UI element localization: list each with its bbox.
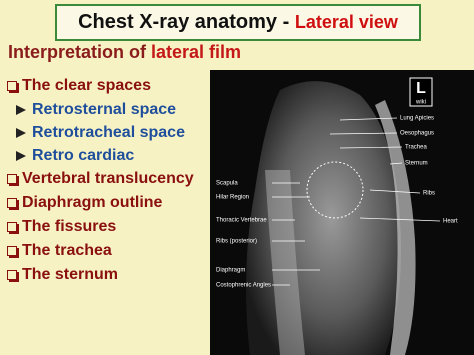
- right-label: Trachea: [405, 145, 427, 151]
- subtitle: Interpretation of lateral film: [8, 42, 241, 63]
- bullet-list: The clear spaces Retrosternal space Retrot…: [6, 75, 204, 288]
- subtitle-highlight: lateral film: [151, 42, 242, 62]
- left-label: Costophrenic Angles: [216, 283, 271, 289]
- hilar-circle: [306, 161, 364, 219]
- left-label: Thoracic Vertebrae: [216, 218, 267, 224]
- list-subitem: Retrotracheal space: [6, 122, 204, 144]
- title-box: Chest X-ray anatomy - Lateral view: [55, 4, 421, 41]
- subtitle-main: Interpretation of: [8, 42, 146, 62]
- list-item: Diaphragm outline: [6, 192, 204, 214]
- left-label: Hilar Region: [216, 195, 249, 201]
- left-label: Scapula: [216, 181, 238, 187]
- list-subitem: Retro cardiac: [6, 145, 204, 167]
- spine-shadow: [265, 170, 305, 355]
- logo-text: wiki: [415, 100, 426, 106]
- left-label: Diaphragm: [216, 268, 245, 274]
- logo-box: [409, 77, 433, 107]
- title-highlight: Lateral view: [294, 12, 398, 32]
- label-line: [329, 132, 398, 135]
- list-item: The trachea: [6, 240, 204, 262]
- title: Chest X-ray anatomy -: [78, 11, 290, 33]
- right-label: Lung Apicies: [400, 116, 434, 122]
- right-label: Heart: [443, 219, 458, 225]
- label-line: [339, 117, 398, 121]
- right-label: Sternum: [405, 161, 428, 167]
- list-item: The sternum: [6, 264, 204, 286]
- list-subitem: Retrosternal space: [6, 99, 204, 121]
- logo-letter: L: [416, 80, 426, 97]
- right-label: Ribs: [423, 191, 435, 197]
- list-item: The fissures: [6, 216, 204, 238]
- label-line: [369, 189, 421, 194]
- left-label: Ribs (posterior): [216, 239, 257, 245]
- list-item: Vertebral translucency: [6, 168, 204, 190]
- sternum-shadow: [375, 100, 416, 355]
- label-line: [339, 146, 403, 149]
- label-line: [359, 217, 441, 222]
- label-line: [389, 162, 403, 165]
- right-label: Oesophagus: [400, 131, 434, 137]
- list-item: The clear spaces: [6, 75, 204, 97]
